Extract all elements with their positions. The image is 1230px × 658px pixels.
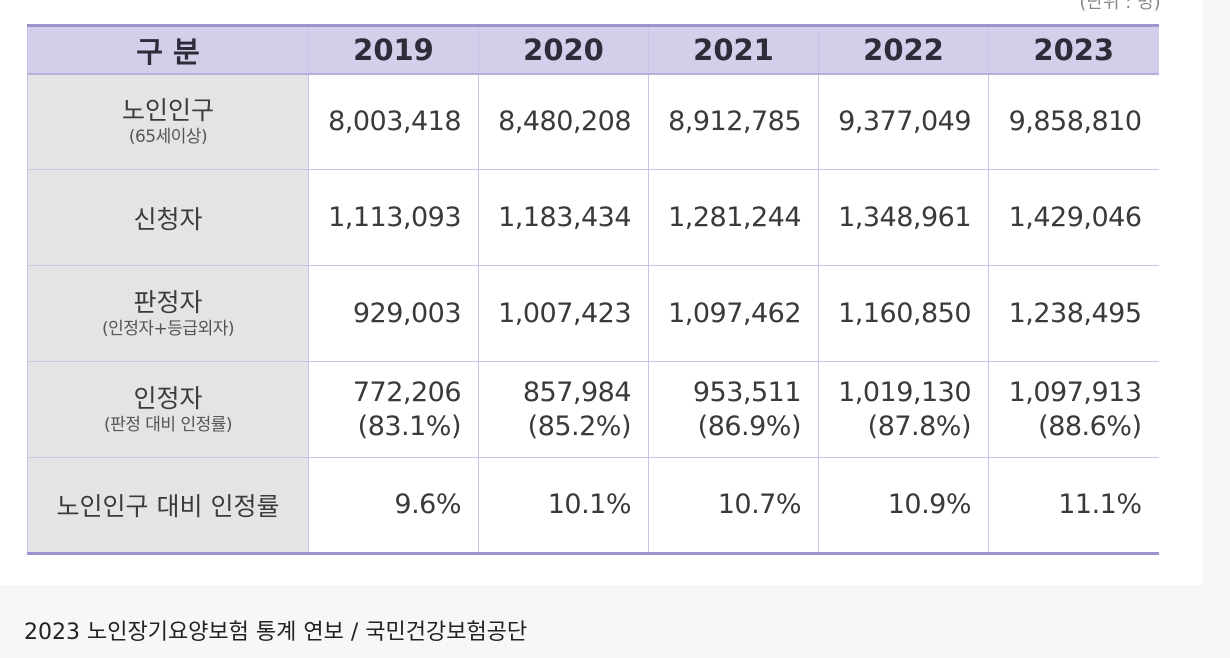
- table-cell: 10.7%: [648, 457, 819, 555]
- table-cell: 1,113,093: [308, 169, 479, 266]
- table-cell: 8,480,208: [478, 73, 649, 170]
- row-label-sub: (인정자+등급외자): [102, 318, 235, 339]
- row-label-main: 노인인구: [121, 95, 214, 125]
- table-image-card: (단위 : 명) 구 분 2019 2020 2021 2022 2023 노인…: [27, 0, 1161, 555]
- row-label: 신청자: [27, 169, 309, 266]
- table-cell: 10.9%: [818, 457, 989, 555]
- table-cell: 1,429,046: [988, 169, 1159, 266]
- header-year: 2023: [988, 24, 1159, 75]
- row-label: 인정자 (판정 대비 인정률): [27, 361, 309, 458]
- table-cell: 1,097,462: [648, 265, 819, 362]
- row-label: 판정자 (인정자+등급외자): [27, 265, 309, 362]
- table-cell: 1,097,913 (88.6%): [988, 361, 1159, 458]
- table-cell: 1,019,130 (87.8%): [818, 361, 989, 458]
- table-cell: 8,912,785: [648, 73, 819, 170]
- table-cell: 1,160,850: [818, 265, 989, 362]
- cell-rate: (86.9%): [697, 410, 802, 442]
- table-cell: 1,183,434: [478, 169, 649, 266]
- table-cell: 9.6%: [308, 457, 479, 555]
- table-row: 신청자 1,113,093 1,183,434 1,281,244 1,348,…: [27, 169, 1159, 266]
- cell-value: 1,097,913: [1008, 376, 1142, 408]
- table-cell: 929,003: [308, 265, 479, 362]
- cell-value: 772,206: [352, 376, 462, 408]
- table-row: 노인인구 (65세이상) 8,003,418 8,480,208 8,912,7…: [27, 73, 1159, 170]
- row-label-main: 노인인구 대비 인정률: [56, 492, 280, 521]
- unit-label: (단위 : 명): [1079, 0, 1161, 13]
- cell-rate: (87.8%): [867, 410, 972, 442]
- table-row: 인정자 (판정 대비 인정률) 772,206 (83.1%) 857,984 …: [27, 361, 1159, 458]
- table-cell: 953,511 (86.9%): [648, 361, 819, 458]
- cell-rate: (88.6%): [1038, 410, 1142, 442]
- table-cell: 10.1%: [478, 457, 649, 555]
- table-cell: 8,003,418: [308, 73, 479, 170]
- row-label-main: 판정자: [133, 287, 203, 317]
- table-cell: 11.1%: [988, 457, 1159, 555]
- cell-rate: (83.1%): [357, 410, 462, 442]
- row-label-sub: (65세이상): [128, 126, 208, 147]
- cell-rate: (85.2%): [527, 410, 632, 442]
- table-cell: 1,281,244: [648, 169, 819, 266]
- image-caption: 2023 노인장기요양보험 통계 연보 / 국민건강보험공단: [24, 620, 528, 645]
- table-cell: 9,377,049: [818, 73, 989, 170]
- row-label: 노인인구 (65세이상): [27, 73, 309, 170]
- header-year: 2020: [478, 24, 649, 75]
- row-label-sub: (판정 대비 인정률): [103, 414, 233, 435]
- header-year: 2021: [648, 24, 819, 75]
- statistics-table: 구 분 2019 2020 2021 2022 2023 노인인구 (65세이상…: [27, 24, 1159, 555]
- table-cell: 9,858,810: [988, 73, 1159, 170]
- cell-value: 1,019,130: [838, 376, 971, 408]
- row-label-main: 인정자: [133, 383, 203, 413]
- table-row: 판정자 (인정자+등급외자) 929,003 1,007,423 1,097,4…: [27, 265, 1159, 362]
- row-label: 노인인구 대비 인정률: [27, 457, 309, 555]
- table-row: 노인인구 대비 인정률 9.6% 10.1% 10.7% 10.9% 11.1%: [27, 457, 1159, 555]
- row-label-main: 신청자: [133, 204, 203, 234]
- header-category: 구 분: [27, 24, 309, 75]
- table-cell: 772,206 (83.1%): [308, 361, 479, 458]
- header-year: 2019: [308, 24, 479, 75]
- header-year: 2022: [818, 24, 989, 75]
- table-cell: 1,238,495: [988, 265, 1159, 362]
- table-cell: 857,984 (85.2%): [478, 361, 649, 458]
- cell-value: 857,984: [522, 376, 632, 408]
- table-cell: 1,348,961: [818, 169, 989, 266]
- header-row: 구 분 2019 2020 2021 2022 2023: [27, 24, 1159, 75]
- cell-value: 953,511: [692, 376, 802, 408]
- table-cell: 1,007,423: [478, 265, 649, 362]
